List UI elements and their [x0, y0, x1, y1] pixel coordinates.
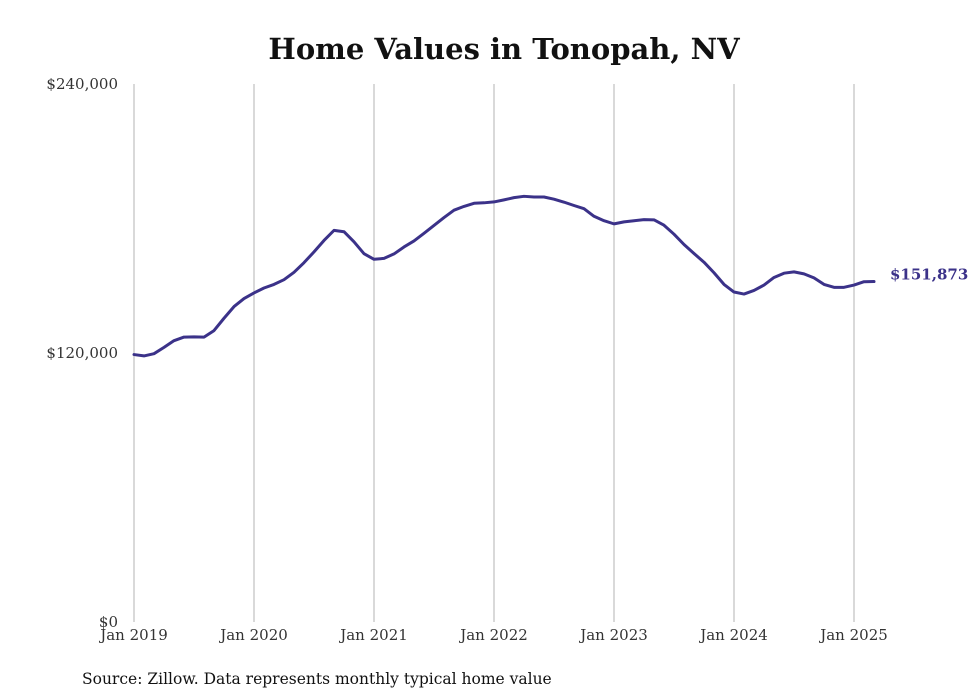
source-note: Source: Zillow. Data represents monthly … [82, 670, 552, 688]
x-tick-label: Jan 2021 [338, 626, 408, 644]
x-tick-label: Jan 2024 [698, 626, 768, 644]
y-tick-label: $0 [99, 613, 118, 631]
chart-title: Home Values in Tonopah, NV [268, 32, 740, 66]
y-tick-label: $120,000 [46, 344, 118, 362]
x-tick-label: Jan 2023 [578, 626, 648, 644]
x-tick-label: Jan 2022 [458, 626, 528, 644]
x-tick-label: Jan 2019 [98, 626, 168, 644]
x-tick-label: Jan 2025 [818, 626, 888, 644]
y-axis: $0 $120,000 $240,000 [46, 75, 118, 631]
x-gridlines [133, 84, 855, 622]
y-tick-label: $240,000 [46, 75, 118, 93]
x-axis: Jan 2019 Jan 2020 Jan 2021 Jan 2022 Jan 2023… [98, 626, 888, 644]
end-value-label: $151,873 [890, 266, 968, 284]
series-line [132, 194, 876, 358]
x-tick-label: Jan 2020 [218, 626, 288, 644]
